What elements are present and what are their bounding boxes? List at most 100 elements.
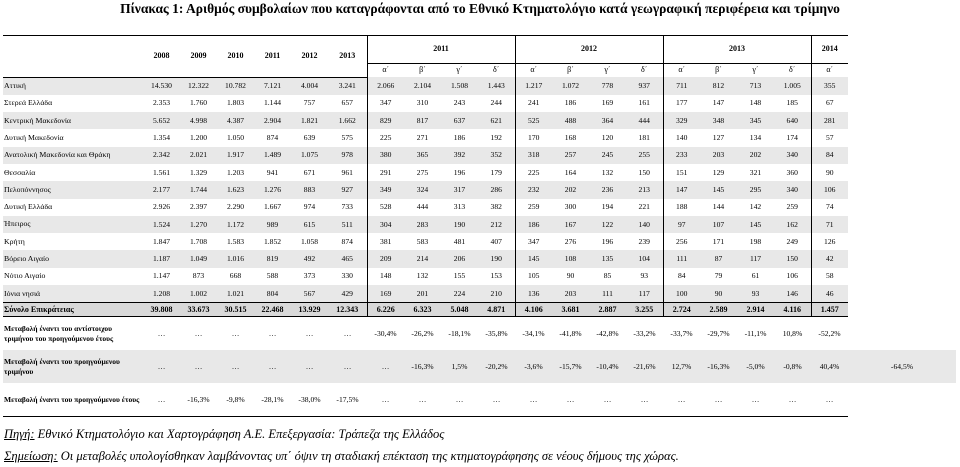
annual-value: 1.662: [328, 112, 368, 130]
change-quarterly-value: …: [774, 383, 811, 418]
change-quarterly-value: 1,5%: [441, 350, 478, 384]
annual-value: 1.524: [143, 215, 180, 234]
quarterly-value: 364: [589, 112, 626, 130]
quarterly-value: 275: [416, 167, 429, 177]
quarterly-value: 1.217: [515, 77, 552, 95]
change-annual-value: …: [291, 350, 328, 384]
quarterly-value: 106: [774, 267, 812, 286]
change-row: Μεταβολή έναντι του προηγούμενου έτους… -…: [3, 383, 956, 418]
quarterly-value: 146: [774, 285, 812, 303]
quarterly-value: 100: [663, 285, 700, 303]
change-quarterly-value: -33,7%: [670, 328, 693, 338]
total-quarterly-value: 6.323: [404, 302, 441, 318]
annual-value: 1.561: [152, 167, 171, 177]
quarterly-value: 122: [589, 215, 626, 234]
quarterly-value: 201: [404, 285, 441, 303]
quarterly-value: 140: [676, 133, 688, 143]
quarterly-value: 221: [626, 198, 664, 216]
quarterly-value: 117: [626, 285, 664, 303]
quarter-header: γ΄: [752, 65, 759, 75]
change-quarterly-value: -16,3%: [700, 350, 737, 384]
table-row: Αττική 14.530 12.322 10.782 7.121 4.004 3.241 2…: [3, 77, 956, 95]
quarterly-value: 169: [601, 98, 614, 108]
region-name: Στερεά Ελλάδα: [4, 98, 53, 108]
annual-value: 1.002: [180, 285, 217, 303]
quarterly-value: 345: [737, 112, 774, 130]
year-header: 2009: [180, 35, 217, 78]
quarterly-value: 245: [589, 146, 626, 164]
quarterly-value: 317: [441, 181, 478, 199]
change-quarterly-value: -21,6%: [626, 350, 663, 384]
total-annual-value: 22.468: [254, 302, 291, 318]
total-quarterly-value: 3.255: [626, 302, 664, 318]
table-row: Νότιο Αιγαίο 1.147 873 668 588 373 330 148 132 15…: [3, 267, 956, 286]
quarterly-value: 46: [811, 285, 848, 303]
annual-value: 1.821: [291, 112, 328, 130]
quarterly-value: 392: [441, 146, 478, 164]
year-header: 2010: [217, 35, 254, 78]
change-annual-value: …: [143, 350, 180, 384]
quarterly-value: 203: [700, 146, 737, 164]
annual-value: 1.852: [263, 236, 282, 246]
change-quarterly-value: -52,2%: [818, 328, 841, 338]
quarterly-value: 186: [515, 215, 552, 234]
quarterly-value: 153: [478, 267, 516, 286]
quarterly-value: 778: [589, 77, 626, 95]
annual-value: 1.760: [189, 98, 208, 108]
change-quarterly-value: …: [737, 383, 774, 418]
source-note: Πηγή: Εθνικό Κτηματολόγιο και Χαρτογράφη…: [4, 427, 444, 442]
change-quarterly-value: -0,8%: [774, 350, 811, 384]
change-annual-value: …: [180, 350, 217, 384]
table-row: Ήπειρος 1.524 1.270 1.172 989 615 511 304 283 190…: [3, 215, 956, 234]
quarterly-value: 213: [626, 181, 664, 199]
quarterly-value: 214: [404, 250, 441, 268]
region-name: Πελοπόννησος: [3, 181, 143, 199]
annual-value: 4.387: [217, 112, 254, 130]
region-name: Δυτική Ελλάδα: [4, 202, 53, 212]
quarterly-value: 255: [626, 146, 664, 164]
annual-value: 373: [303, 271, 316, 281]
total-quarterly-value: 4.116: [774, 302, 812, 318]
quarterly-value: 241: [528, 98, 540, 108]
total-annual-value: 12.343: [328, 302, 368, 318]
change-quarterly-value: -11,1%: [744, 328, 767, 338]
quarterly-value: 171: [712, 236, 725, 246]
quarterly-value: 291: [380, 167, 392, 177]
quarterly-value: 209: [367, 250, 404, 268]
annual-value: 873: [192, 271, 205, 281]
region-name: Αττική: [3, 77, 143, 95]
year-header: 2013: [328, 35, 368, 78]
change-quarterly-value: …: [478, 383, 515, 418]
quarter-header: γ΄: [604, 65, 611, 75]
quarterly-value: 937: [626, 77, 664, 95]
quarterly-value: 300: [564, 202, 577, 212]
quarterly-value: 190: [478, 250, 516, 268]
annual-value: 4.998: [180, 112, 217, 130]
quarter-header: δ΄: [478, 63, 516, 77]
change-quarterly-value: …: [515, 383, 552, 418]
annual-value: 1.847: [152, 236, 171, 246]
total-quarterly-value: 2.887: [589, 302, 626, 318]
quarterly-value: 232: [515, 181, 552, 199]
quarterly-value: 145: [700, 181, 737, 199]
quarterly-value: 144: [712, 202, 725, 212]
annual-value: 1.489: [254, 146, 291, 164]
change-quarterly-value: …: [367, 383, 404, 418]
quarterly-value: 136: [515, 285, 552, 303]
change-quarterly-value: -34,1%: [522, 328, 545, 338]
annual-value: 874: [328, 233, 368, 251]
quarterly-value: 58: [825, 271, 834, 281]
quarter-header: α΄: [382, 65, 390, 75]
quarterly-value: 812: [700, 77, 737, 95]
quarter-year-header: 2014: [811, 35, 848, 64]
quarterly-value: 210: [478, 285, 516, 303]
quarterly-value: 126: [824, 236, 836, 246]
quarterly-value: 382: [478, 198, 516, 216]
table-row: Ανατολική Μακεδονία και Θράκη 2.342 2.021 1…: [3, 146, 956, 164]
total-quarterly-value: 5.048: [441, 302, 478, 318]
quarterly-value: 111: [589, 285, 626, 303]
annual-value: 733: [328, 198, 368, 216]
change-annual-value: …: [194, 328, 203, 338]
quarterly-value: 257: [552, 146, 589, 164]
change-quarterly-value: -18,1%: [448, 328, 471, 338]
